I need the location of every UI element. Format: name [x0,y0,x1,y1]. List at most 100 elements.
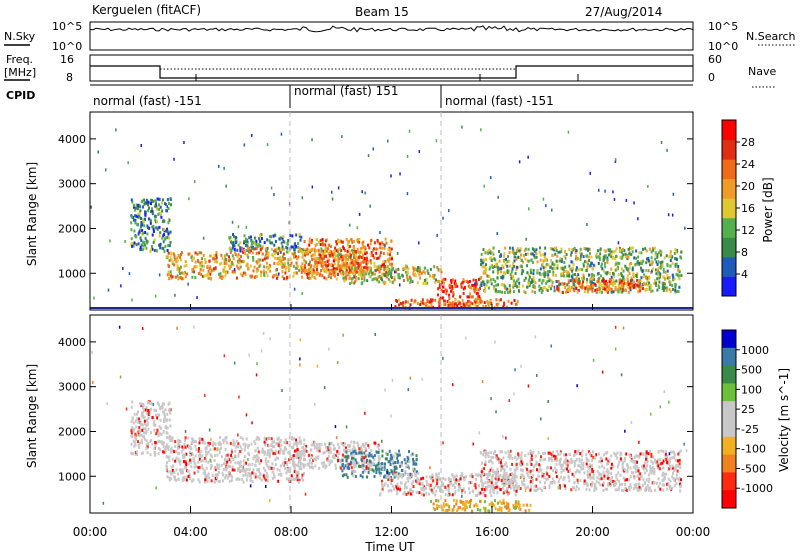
echo-cell [401,482,403,485]
echo-cell [156,207,158,210]
echo-cell [478,288,480,291]
echo-cell [521,259,523,262]
echo-scatter [331,191,333,194]
echo-cell [358,251,360,254]
echo-cell [405,264,407,267]
echo-cell [182,471,184,474]
echo-cell [412,490,414,493]
echo-cell [622,253,624,256]
echo-cell [209,273,211,276]
echo-cell [506,490,508,493]
echo-cell [276,257,278,260]
echo-scatter [379,231,381,234]
echo-cell [341,469,343,472]
echo-cell [593,264,595,267]
echo-cell [586,260,588,263]
echo-cell [277,468,279,471]
echo-cell [311,466,313,469]
echo-cell [355,254,357,257]
echo-cell [388,268,390,271]
echo-cell [383,476,385,479]
echo-cell [285,438,287,441]
echo-cell [556,255,558,258]
echo-cell [275,463,277,466]
echo-cell [669,288,671,291]
echo-cell [222,439,224,442]
echo-cell [518,290,520,293]
echo-scatter [673,193,675,196]
echo-scatter [397,252,399,255]
echo-cell [490,494,492,497]
echo-scatter [419,150,421,153]
echo-cell [560,471,562,474]
echo-cell [288,478,290,481]
echo-cell [552,271,554,274]
echo-cell [336,258,338,261]
nsky-left-tick-top: 10^5 [52,20,82,33]
echo-cell [570,279,572,282]
echo-cell [330,276,332,279]
echo-cell [579,268,581,271]
echo-cell [627,278,629,281]
echo-cell [363,270,365,273]
echo-cell [563,461,565,464]
echo-cell [518,282,520,285]
echo-cell [468,481,470,484]
echo-cell [286,441,288,444]
echo-cell [273,262,275,265]
echo-cell [142,206,144,209]
echo-cell [354,280,356,283]
echo-cell [551,263,553,266]
echo-cell [154,441,156,444]
echo-cell [339,270,341,273]
echo-cell [572,273,574,276]
echo-cell [351,267,353,270]
echo-cell [149,402,151,405]
echo-cell [493,287,495,290]
echo-cell [240,445,242,448]
echo-cell [138,231,140,234]
echo-cell [169,219,171,222]
echo-scatter [399,284,401,287]
echo-cell [355,250,357,253]
echo-cell [140,217,142,220]
echo-cell [568,281,570,284]
echo-cell [244,272,246,275]
echo-cell [353,240,355,243]
echo-cell [659,482,661,485]
echo-cell [407,464,409,467]
echo-cell [252,256,254,259]
echo-cell [159,246,161,249]
echo-cell [225,261,227,264]
echo-cell [454,304,456,307]
echo-cell [249,479,251,482]
echo-cell [247,268,249,271]
echo-cell [435,490,437,493]
echo-cell [610,253,612,256]
echo-cell [286,250,288,253]
echo-cell [367,244,369,247]
echo-cell [381,485,383,488]
echo-cell [168,277,170,280]
echo-cell [296,257,298,260]
echo-cell [680,274,682,277]
echo-cell [242,260,244,263]
echo-cell [525,253,527,256]
echo-cell [417,302,419,305]
echo-cell [615,262,617,265]
echo-cell [167,244,169,247]
echo-cell [511,481,513,484]
echo-cell [168,445,170,448]
echo-cell [171,449,173,452]
echo-scatter [480,128,482,131]
echo-cell [355,458,357,461]
echo-cell [401,469,403,472]
echo-cell [655,272,657,275]
echo-cell [417,266,419,269]
echo-cell [133,422,135,425]
echo-cell [173,450,175,453]
echo-cell [602,286,604,289]
echo-cell [469,505,471,508]
echo-cell [589,471,591,474]
echo-cell [132,242,134,245]
